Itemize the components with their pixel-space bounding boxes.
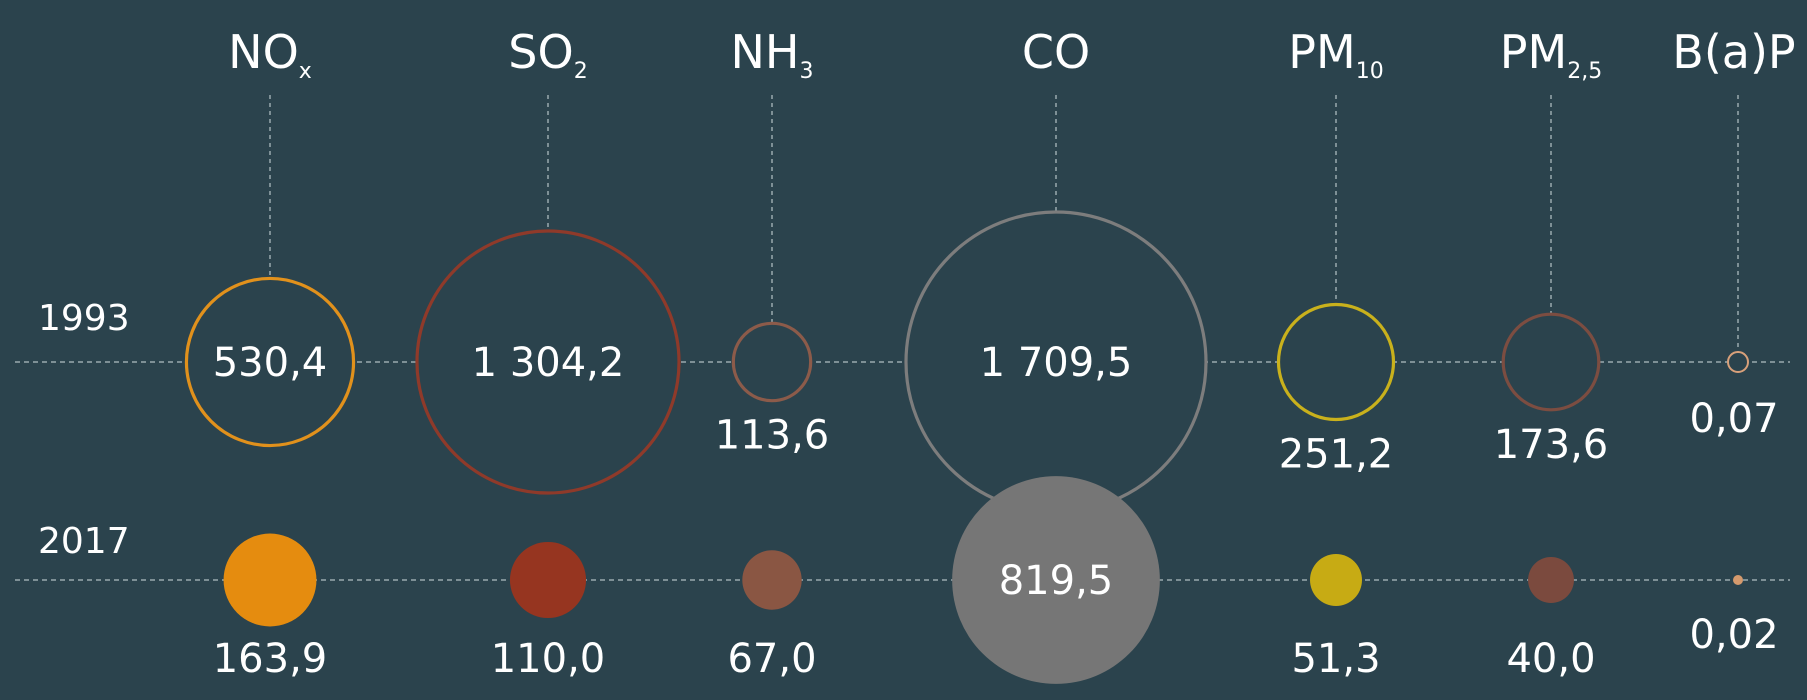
- value-label-1993-b-a-p: 0,07: [1689, 396, 1778, 442]
- pollutant-label-nh-3: NH3: [731, 25, 814, 84]
- year-label-2017: 2017: [38, 521, 130, 562]
- bubble-1993-pm-2-5: [1501, 312, 1601, 412]
- bubble-1993-so-2: [415, 229, 681, 495]
- value-label-1993-nh-3: 113,6: [715, 413, 830, 459]
- bubbles-1993: [184, 210, 1749, 514]
- value-label-2017-co: 819,5: [999, 558, 1114, 604]
- pollutant-label-b-a-p: B(a)P: [1672, 25, 1795, 79]
- pollutant-label-pm-2-5: PM2,5: [1500, 25, 1602, 84]
- bubble-2017-b-a-p: [1733, 575, 1743, 585]
- bubble-2017-co: [952, 476, 1160, 684]
- value-label-1993-pm-10: 251,2: [1279, 431, 1394, 477]
- value-label-1993-so-2: 1 304,2: [472, 340, 625, 386]
- value-label-1993-co: 1 709,5: [980, 340, 1133, 386]
- year-label-1993: 1993: [38, 298, 130, 339]
- value-label-2017-pm-2-5: 40,0: [1506, 636, 1595, 682]
- bubble-2017-pm-2-5: [1528, 557, 1574, 603]
- guide-lines: [15, 95, 1790, 581]
- bubble-2017-nh-3: [742, 550, 802, 610]
- bubble-1993-b-a-p: [1727, 351, 1749, 373]
- value-label-1993-no-x: 530,4: [213, 340, 328, 386]
- pollutant-headers: NOx SO2 NH3 CO PM10 PM2,5 B(a)P: [228, 25, 1796, 84]
- value-label-2017-pm-10: 51,3: [1291, 636, 1380, 682]
- value-label-2017-no-x: 163,9: [213, 636, 328, 682]
- bubble-2017-so-2: [509, 541, 587, 619]
- bubble-1993-nh-3: [731, 321, 813, 403]
- pollutant-label-no-x: NOx: [228, 25, 312, 84]
- bubble-2017-no-x: [223, 533, 317, 627]
- pollutant-label-so-2: SO2: [508, 25, 587, 84]
- value-labels: 530,4 163,9 1 304,2 110,0 113,6 67,0 1 709,5 81…: [213, 340, 1779, 682]
- value-label-1993-pm-2-5: 173,6: [1494, 422, 1609, 468]
- bubble-1993-pm-10: [1276, 302, 1396, 422]
- bubbles-2017: [223, 476, 1743, 684]
- year-labels: 1993 2017: [38, 298, 130, 562]
- bubble-1993-no-x: [184, 276, 356, 448]
- pollutant-label-co: CO: [1022, 25, 1090, 79]
- value-label-2017-nh-3: 67,0: [727, 636, 816, 682]
- pollutant-label-pm-10: PM10: [1288, 25, 1383, 84]
- value-label-2017-b-a-p: 0,02: [1689, 612, 1778, 658]
- value-label-2017-so-2: 110,0: [491, 636, 606, 682]
- bubble-2017-pm-10: [1310, 554, 1362, 606]
